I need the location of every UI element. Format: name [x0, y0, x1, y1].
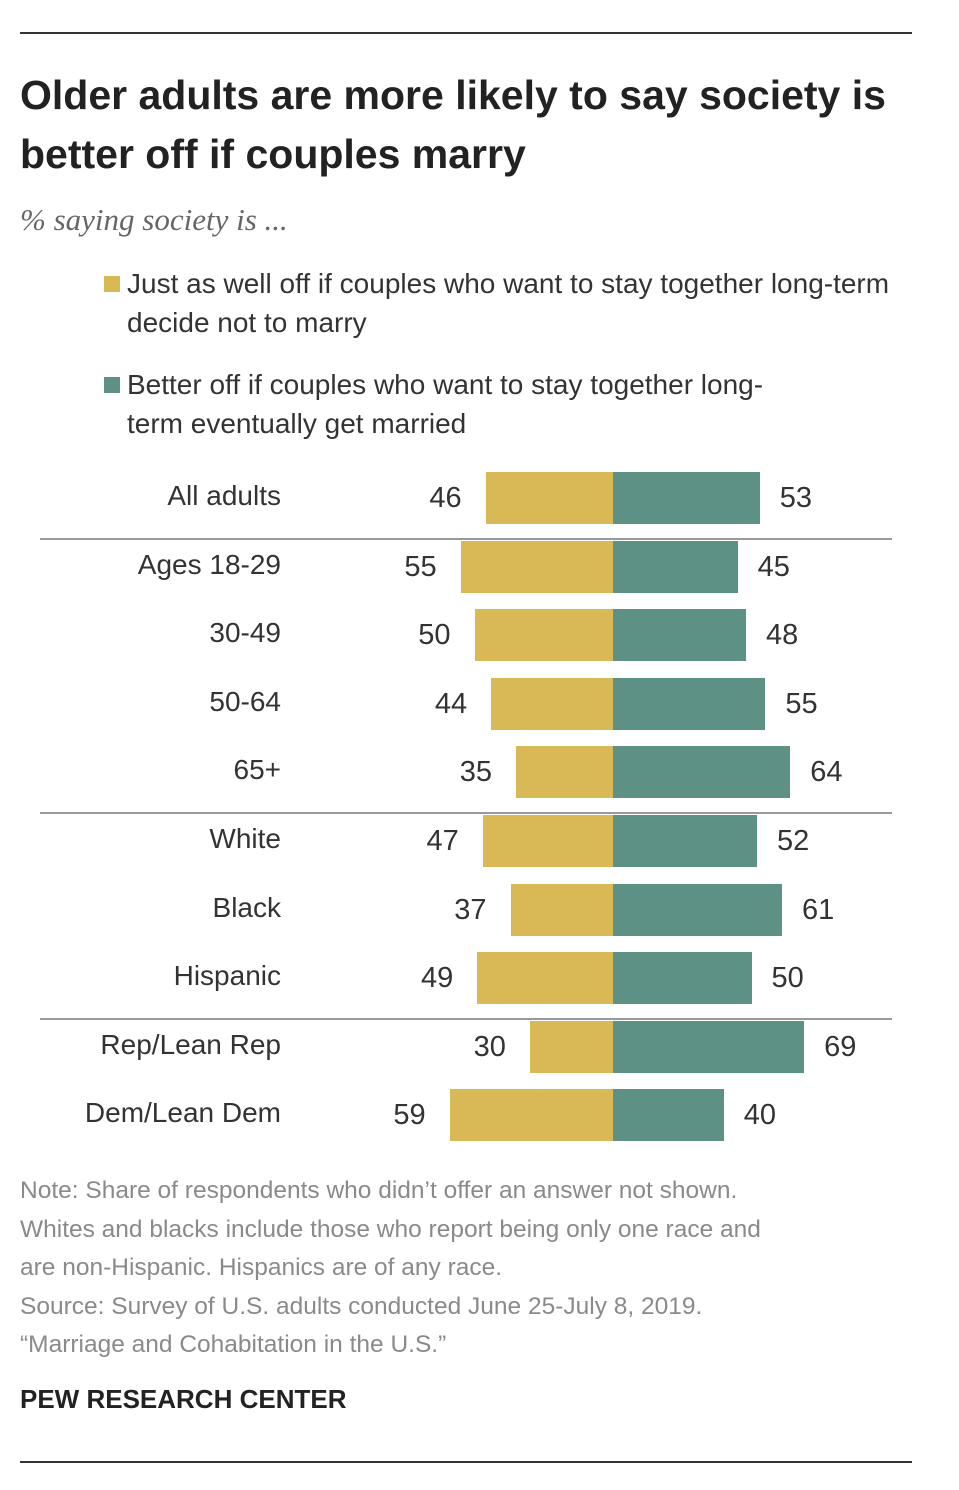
value-label-left: 30 [473, 1030, 506, 1063]
bar-better-off [613, 540, 738, 593]
value-label-right: 52 [777, 825, 810, 857]
category-label: 50-64 [209, 685, 281, 717]
value-label-left: 46 [429, 482, 462, 514]
bar-just-as-well-off [449, 1089, 613, 1142]
value-label-right: 55 [785, 687, 818, 720]
bar-better-off [613, 1089, 724, 1142]
category-label: Hispanic [173, 960, 281, 992]
bar-just-as-well-off [491, 677, 613, 730]
brand-logo-text: PEW RESEARCH CENTER [20, 1384, 347, 1414]
value-label-left: 37 [454, 893, 487, 926]
note-line: Note: Share of respondents who didn’t of… [20, 1177, 738, 1204]
bar-better-off [613, 1020, 805, 1073]
value-label-right: 45 [757, 550, 790, 583]
top-rule [20, 32, 912, 34]
bar-better-off [613, 677, 766, 730]
value-label-left: 55 [404, 550, 437, 583]
bar-just-as-well-off [460, 540, 613, 593]
value-label-right: 48 [765, 619, 799, 652]
bar-better-off [613, 746, 791, 799]
category-label: 30-49 [209, 617, 281, 649]
legend-item-just-as-well-off: Just as well off if couples who want to … [104, 264, 904, 342]
bar-just-as-well-off [516, 746, 613, 799]
value-label-right: 40 [743, 1099, 777, 1132]
bottom-rule [20, 1461, 912, 1463]
category-label: All adults [167, 480, 281, 511]
value-label-right: 50 [771, 962, 804, 995]
value-label-left: 35 [459, 756, 493, 789]
value-label-right: 53 [779, 482, 813, 514]
note-line: are non-Hispanic. Hispanics are of any r… [20, 1254, 503, 1281]
value-label-right: 64 [810, 756, 843, 789]
category-label: 65+ [233, 754, 282, 786]
value-label-left: 47 [426, 825, 459, 857]
bar-just-as-well-off [529, 1020, 613, 1073]
bar-better-off [613, 883, 782, 936]
category-label: Black [212, 891, 281, 923]
value-label-right: 61 [801, 893, 835, 926]
value-label-left: 49 [421, 962, 454, 995]
source-line: Source: Survey of U.S. adults conducted … [20, 1292, 703, 1320]
bar-just-as-well-off [477, 952, 613, 1005]
chart-title: Older adults are more likely to say soci… [20, 72, 886, 177]
legend-swatch-gold [104, 276, 120, 292]
value-label-left: 50 [418, 619, 451, 652]
group-separator [40, 1018, 892, 1021]
value-label-left: 44 [434, 687, 468, 720]
legend-label: Just as well off if couples who want to … [127, 268, 890, 338]
group-separator [40, 812, 892, 815]
value-label-right: 69 [824, 1030, 857, 1063]
note-line: Whites and blacks include those who repo… [20, 1215, 761, 1243]
bar-just-as-well-off [474, 609, 613, 662]
bar-better-off [613, 609, 746, 662]
bar-just-as-well-off [510, 883, 613, 936]
category-label: White [209, 823, 281, 854]
bar-better-off [613, 815, 758, 867]
chart-subtitle: % saying society is ... [20, 202, 288, 237]
legend-label: Better off if couples who want to stay t… [127, 369, 764, 439]
value-label-left: 59 [393, 1099, 426, 1132]
bar-better-off [613, 472, 760, 524]
legend-item-better-off: Better off if couples who want to stay t… [104, 365, 904, 443]
bar-just-as-well-off [485, 472, 613, 524]
legend-swatch-teal [104, 377, 120, 393]
category-label: Dem/Lean Dem [84, 1097, 281, 1129]
group-separator [40, 538, 892, 540]
bar-just-as-well-off [482, 815, 613, 867]
bar-better-off [613, 952, 752, 1005]
source-line: “Marriage and Cohabitation in the U.S.” [20, 1331, 447, 1358]
chart-notes: Note: Share of respondents who didn’t of… [20, 1172, 920, 1365]
category-label: Ages 18-29 [137, 548, 281, 580]
category-label: Rep/Lean Rep [100, 1028, 281, 1060]
